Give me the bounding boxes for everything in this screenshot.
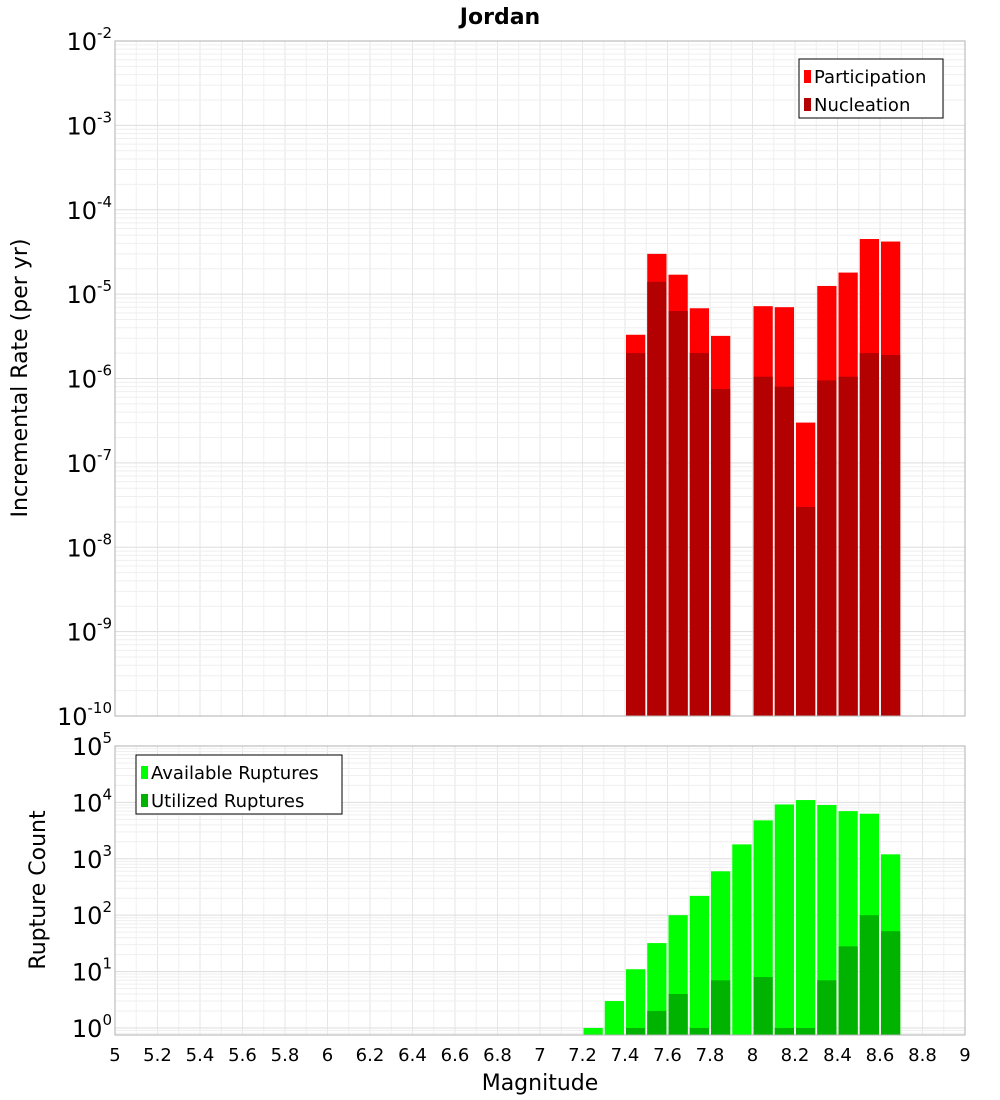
bottom-legend-swatch <box>141 766 148 779</box>
bottom-legend-swatch <box>141 794 148 807</box>
bottom-legend-label: Utilized Ruptures <box>151 791 304 812</box>
x-tick-label: 6 <box>322 1045 333 1066</box>
x-tick-label: 6.2 <box>356 1045 385 1066</box>
chart-title: Jordan <box>458 5 540 30</box>
top-bar-nucleation <box>668 311 688 716</box>
top-bar-nucleation <box>774 386 794 716</box>
bottom-bar-utilized-ruptures <box>881 931 901 1035</box>
x-tick-label: 8.2 <box>781 1045 810 1066</box>
x-tick-label: 5.8 <box>271 1045 300 1066</box>
x-tick-label: 5.6 <box>228 1045 257 1066</box>
bottom-bar-utilized-ruptures <box>689 1027 709 1035</box>
x-tick-label: 9 <box>959 1045 970 1066</box>
x-tick-label: 6.6 <box>441 1045 470 1066</box>
bottom-bar-available-ruptures <box>626 969 646 1035</box>
top-bar-nucleation <box>859 353 879 716</box>
bottom-bar-available-ruptures <box>774 804 794 1035</box>
x-tick-label: 7.4 <box>611 1045 640 1066</box>
x-tick-label: 7.8 <box>696 1045 725 1066</box>
bottom-legend-label: Available Ruptures <box>151 763 319 784</box>
x-tick-label: 5.2 <box>143 1045 172 1066</box>
bottom-y-tick-label: 101 <box>72 955 112 987</box>
top-plot-border <box>114 40 966 717</box>
x-tick-label: 5.4 <box>186 1045 215 1066</box>
bottom-plot-border <box>114 745 966 1036</box>
bottom-bar-available-ruptures <box>732 844 752 1035</box>
top-bar-nucleation <box>753 376 773 716</box>
bottom-y-tick-label: 102 <box>72 898 112 930</box>
x-tick-label: 6.4 <box>398 1045 427 1066</box>
bottom-bar-utilized-ruptures <box>668 994 688 1035</box>
top-y-tick-label: 10-6 <box>66 362 112 394</box>
top-bar-nucleation <box>711 389 731 716</box>
top-legend-box <box>798 58 944 119</box>
top-y-tick-label: 10-9 <box>66 615 112 647</box>
bottom-bar-utilized-ruptures <box>774 1027 794 1035</box>
bottom-bar-utilized-ruptures <box>647 1010 667 1035</box>
top-bar-nucleation <box>881 354 901 716</box>
top-bar-nucleation <box>796 506 816 716</box>
top-y-tick-label: 10-3 <box>66 108 112 140</box>
x-tick-label: 5 <box>109 1045 120 1066</box>
x-axis-label: Magnitude <box>482 1071 599 1096</box>
x-tick-label: 8.6 <box>866 1045 895 1066</box>
bottom-bar-utilized-ruptures <box>796 1027 816 1035</box>
bottom-plot-area: 105 104 103 102 101 100 Available Ruptures Util… <box>72 729 966 1043</box>
top-y-tick-label: 10-10 <box>57 699 112 731</box>
top-bar-nucleation <box>838 376 858 716</box>
bottom-y-tick-label: 105 <box>72 729 112 761</box>
bottom-bar-utilized-ruptures <box>626 1027 646 1035</box>
bottom-y-axis-label: Rupture Count <box>26 810 51 970</box>
bottom-bar-utilized-ruptures <box>817 980 837 1035</box>
bottom-y-tick-label: 104 <box>72 785 112 817</box>
top-y-axis-label: Incremental Rate (per yr) <box>8 239 33 518</box>
top-legend-label: Nucleation <box>814 95 910 116</box>
top-bar-nucleation <box>626 353 646 716</box>
x-axis-ticks: 5 5.2 5.4 5.6 5.8 6 6.2 6.4 6.6 6.8 7 7.2 7.4 7.6 7.8 8… <box>109 1045 970 1066</box>
bottom-legend-box <box>135 754 343 815</box>
top-y-tick-label: 10-2 <box>66 24 112 56</box>
x-tick-label: 6.8 <box>483 1045 512 1066</box>
bottom-bar-available-ruptures <box>604 1001 624 1035</box>
top-bar-nucleation <box>817 380 837 716</box>
bottom-y-tick-label: 103 <box>72 842 112 874</box>
top-y-tick-label: 10-7 <box>66 446 112 478</box>
bottom-bar-available-ruptures <box>689 895 709 1035</box>
x-tick-label: 8 <box>747 1045 758 1066</box>
bottom-bar-utilized-ruptures <box>838 946 858 1035</box>
top-y-tick-label: 10-4 <box>66 193 112 225</box>
top-plot-area: 10-2 10-3 10-4 10-5 10-6 10-7 10-8 10-9 10-10 Par… <box>57 24 966 731</box>
x-tick-label: 8.8 <box>908 1045 937 1066</box>
top-legend-swatch <box>804 70 811 83</box>
bottom-bar-available-ruptures <box>817 804 837 1035</box>
x-tick-label: 7 <box>534 1045 545 1066</box>
x-tick-label: 7.6 <box>653 1045 682 1066</box>
top-bar-nucleation <box>647 281 667 716</box>
top-legend-label: Participation <box>814 67 926 88</box>
x-tick-label: 8.4 <box>823 1045 852 1066</box>
bottom-y-tick-label: 100 <box>72 1011 112 1043</box>
bottom-bar-available-ruptures <box>796 800 816 1035</box>
top-y-tick-label: 10-8 <box>66 530 112 562</box>
top-bar-nucleation <box>689 353 709 716</box>
x-tick-label: 7.2 <box>568 1045 597 1066</box>
bottom-bar-utilized-ruptures <box>711 980 731 1035</box>
top-legend-swatch <box>804 98 811 111</box>
top-y-tick-label: 10-5 <box>66 277 112 309</box>
bottom-bar-utilized-ruptures <box>859 915 879 1035</box>
bottom-bar-available-ruptures <box>583 1027 603 1035</box>
bottom-bar-utilized-ruptures <box>753 977 773 1035</box>
